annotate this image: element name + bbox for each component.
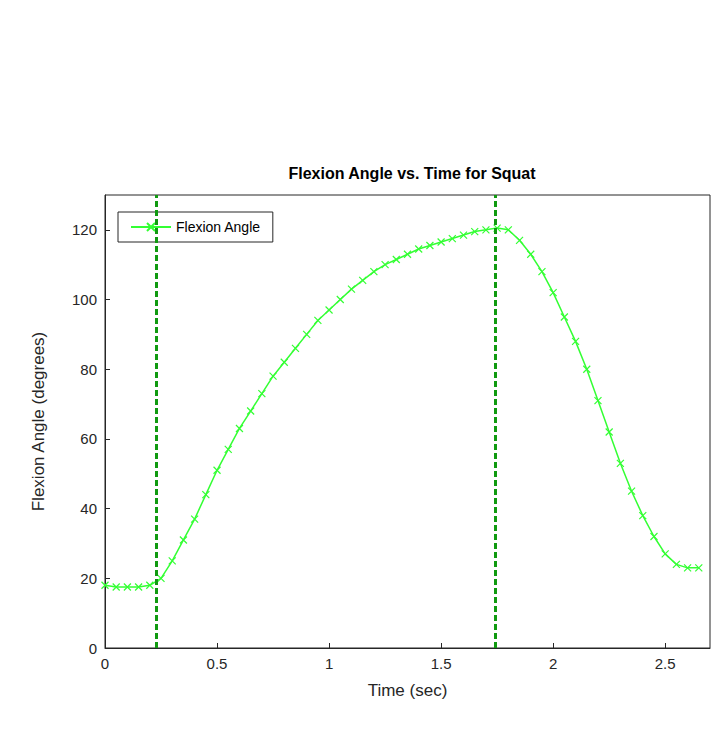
svg-text:1: 1: [325, 655, 333, 672]
svg-text:80: 80: [80, 361, 97, 378]
svg-text:40: 40: [80, 500, 97, 517]
svg-text:Time (sec): Time (sec): [368, 681, 448, 700]
svg-text:100: 100: [72, 291, 97, 308]
svg-text:0.5: 0.5: [207, 655, 228, 672]
svg-text:0: 0: [89, 640, 97, 657]
svg-text:Flexion Angle vs. Time for Squ: Flexion Angle vs. Time for Squat: [288, 165, 536, 182]
svg-text:2: 2: [549, 655, 557, 672]
svg-text:0: 0: [101, 655, 109, 672]
svg-text:2.5: 2.5: [655, 655, 676, 672]
svg-text:Flexion Angle (degrees): Flexion Angle (degrees): [29, 332, 48, 512]
svg-text:1.5: 1.5: [431, 655, 452, 672]
svg-text:60: 60: [80, 430, 97, 447]
svg-text:120: 120: [72, 221, 97, 238]
svg-text:20: 20: [80, 570, 97, 587]
svg-text:Flexion Angle: Flexion Angle: [176, 219, 260, 235]
